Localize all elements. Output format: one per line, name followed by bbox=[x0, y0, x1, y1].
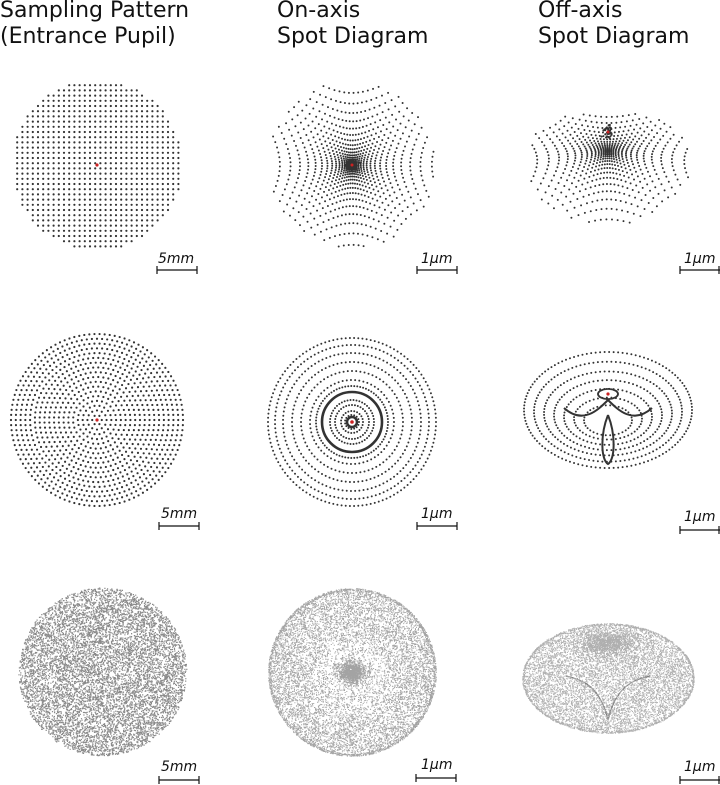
scale-bar-label: 1μm bbox=[421, 757, 452, 773]
column-title-line: On-axis bbox=[277, 0, 361, 23]
sample-points bbox=[18, 587, 188, 757]
column-title-line: Spot Diagram bbox=[277, 24, 429, 49]
scale-bar-line bbox=[679, 776, 720, 784]
panel-grid-on-axis-spot bbox=[272, 85, 435, 248]
spot-points bbox=[268, 588, 437, 757]
scale-bar-label: 1μm bbox=[421, 251, 452, 267]
column-title-line: (Entrance Pupil) bbox=[0, 24, 176, 49]
scale-bar: 1μm bbox=[416, 251, 458, 274]
spot-points bbox=[522, 623, 695, 734]
panel-rings-sampling bbox=[9, 332, 185, 508]
scale-bar-line bbox=[158, 776, 200, 784]
scale-bar: 1μm bbox=[679, 509, 720, 534]
panel-random-on-axis-spot bbox=[268, 588, 437, 757]
column-title-off-axis: Off-axis Spot Diagram bbox=[538, 0, 689, 50]
scale-bar: 1μm bbox=[415, 757, 457, 782]
scale-bar-line bbox=[679, 266, 720, 274]
scale-bar-line bbox=[158, 522, 200, 530]
chief-ray-point bbox=[350, 420, 354, 424]
column-title-sampling-pattern: Sampling Pattern (Entrance Pupil) bbox=[0, 0, 189, 50]
column-title-line: Spot Diagram bbox=[538, 24, 690, 49]
scale-bar-line bbox=[415, 774, 457, 782]
spot-core bbox=[600, 123, 613, 140]
column-title-line: Sampling Pattern bbox=[0, 0, 190, 23]
scale-bar-label: 1μm bbox=[684, 509, 715, 525]
chief-ray-point bbox=[606, 392, 610, 396]
spot-points bbox=[523, 351, 693, 469]
column-title-line: Off-axis bbox=[538, 0, 623, 23]
spot-points bbox=[267, 337, 437, 507]
scale-bar: 5mm bbox=[156, 251, 198, 274]
chief-ray-point bbox=[95, 418, 99, 422]
scale-bar-label: 1μm bbox=[684, 251, 715, 267]
panel-grid-off-axis-spot bbox=[530, 112, 690, 224]
panel-random-sampling bbox=[18, 587, 188, 757]
scale-bar-label: 1μm bbox=[421, 506, 452, 522]
spot-points bbox=[530, 112, 690, 224]
scale-bar-line bbox=[679, 526, 720, 534]
scale-bar-label: 1μm bbox=[684, 759, 715, 775]
scale-bar: 1μm bbox=[679, 251, 720, 274]
chief-ray-point bbox=[350, 163, 354, 167]
column-title-on-axis: On-axis Spot Diagram bbox=[277, 0, 428, 50]
scale-bar-label: 5mm bbox=[158, 251, 194, 267]
scale-bar-line bbox=[416, 266, 458, 274]
scale-bar-label: 5mm bbox=[161, 506, 197, 522]
scale-bar: 5mm bbox=[158, 759, 200, 784]
chief-ray-point bbox=[95, 163, 99, 167]
panel-grid-sampling bbox=[16, 84, 180, 248]
scale-bar-label: 5mm bbox=[161, 759, 197, 775]
scale-bar: 1μm bbox=[416, 506, 458, 530]
sample-points bbox=[9, 332, 185, 508]
panel-rings-on-axis-spot bbox=[267, 337, 437, 507]
caustic-ring bbox=[320, 390, 384, 454]
scale-bar-line bbox=[416, 522, 458, 530]
central-ring bbox=[345, 415, 359, 429]
panel-random-off-axis-spot bbox=[522, 623, 695, 734]
panel-rings-off-axis-spot bbox=[523, 351, 693, 469]
scale-bar-line bbox=[156, 266, 198, 274]
coma-caustic bbox=[563, 398, 653, 466]
coma-caustic bbox=[565, 675, 651, 721]
scale-bar: 1μm bbox=[679, 759, 720, 784]
scale-bar: 5mm bbox=[158, 506, 200, 530]
chief-ray-point bbox=[606, 130, 610, 134]
